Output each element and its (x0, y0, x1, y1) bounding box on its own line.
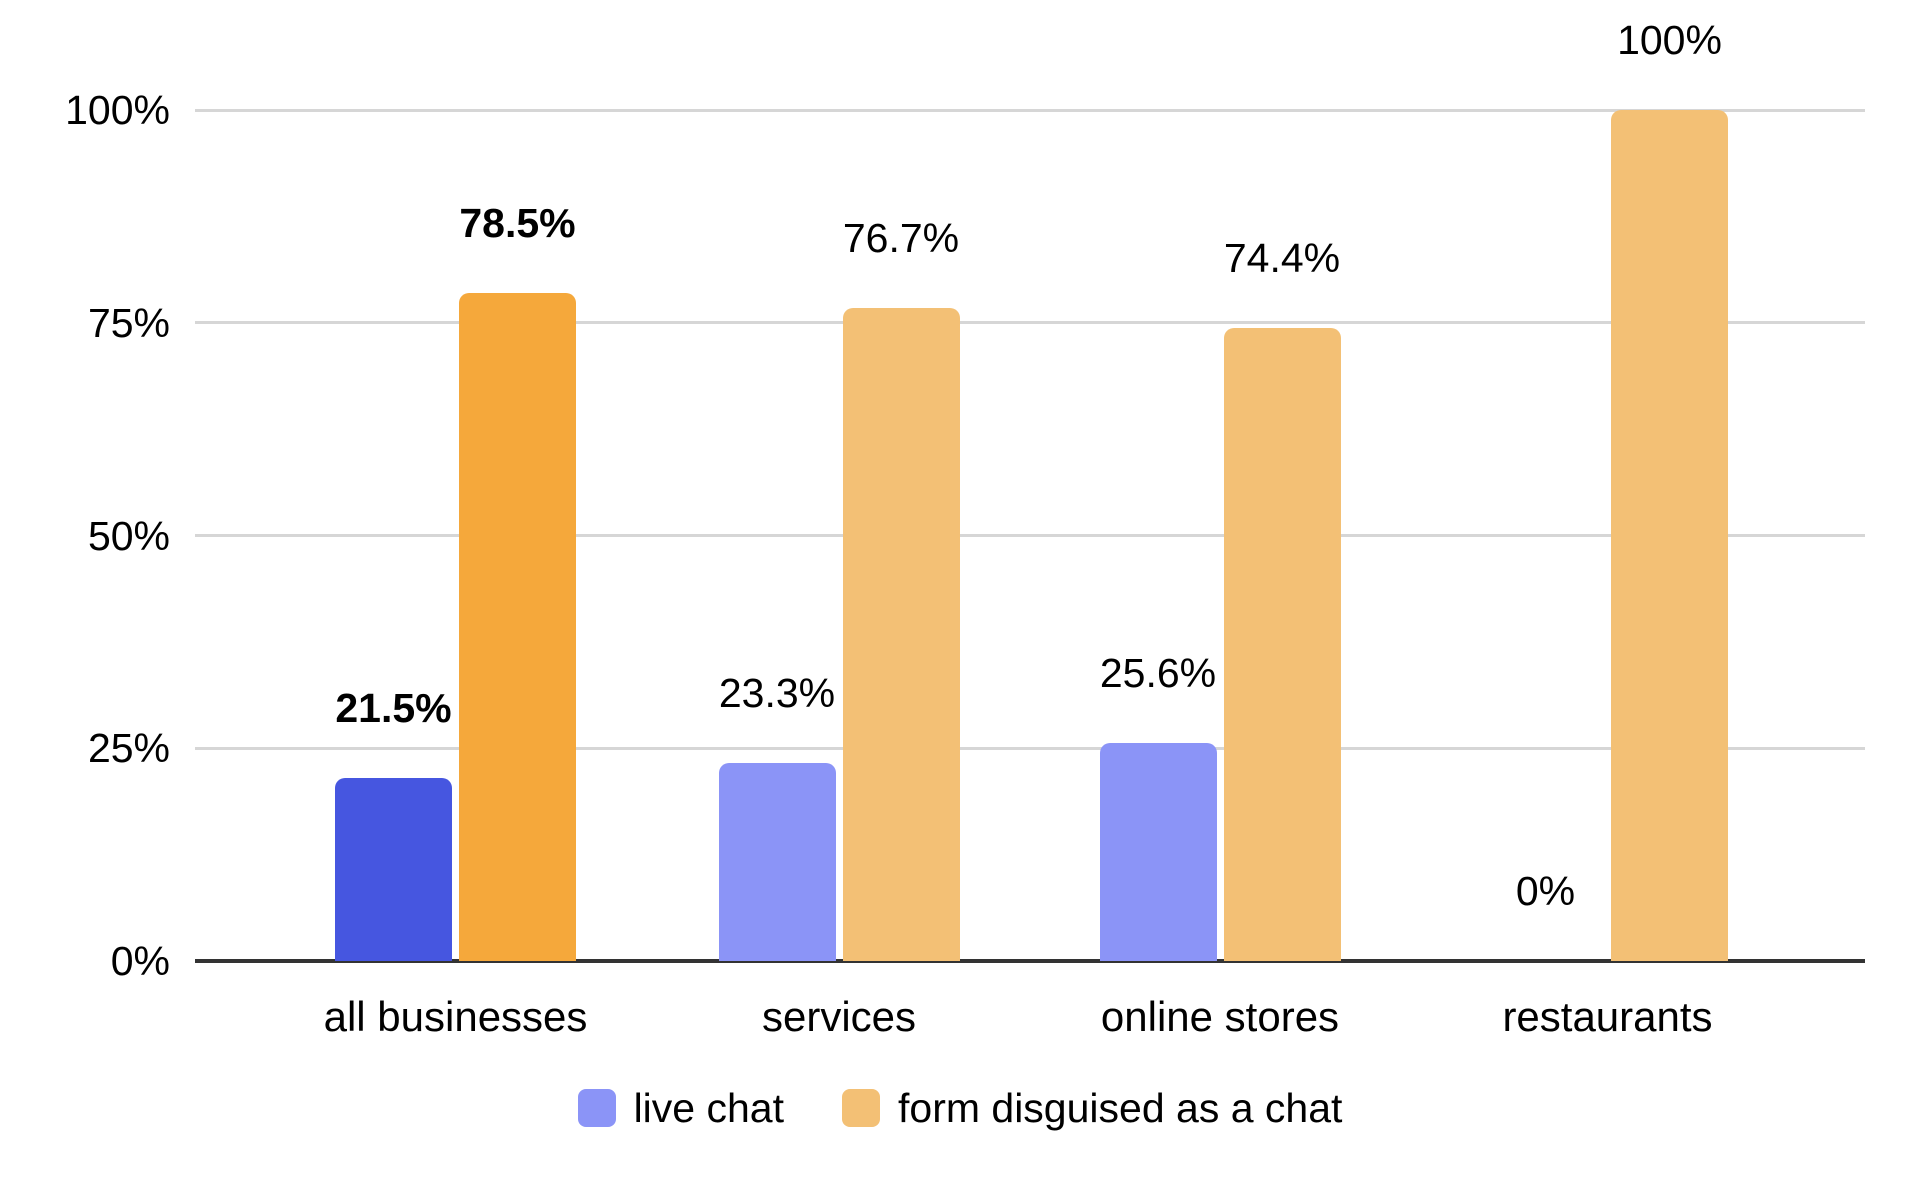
y-tick-label-50: 50% (87, 512, 170, 559)
legend-label-form-disguised-as-a-chat: form disguised as a chat (898, 1085, 1343, 1131)
category-label-all-businesses: all businesses (323, 993, 588, 1040)
gridline-25 (195, 746, 1865, 750)
bar-live-chat-online-stores (1099, 743, 1217, 961)
y-tick-label-100: 100% (65, 87, 170, 133)
gridline-75 (195, 321, 1865, 325)
bar-form-disguised-as-a-chat-services (842, 308, 960, 961)
category-label-services: services (761, 993, 917, 1040)
y-tick-label-0: 0% (110, 938, 170, 984)
bar-form-disguised-as-a-chat-online-stores (1223, 327, 1341, 961)
value-label-form-disguised-as-a-chat-services: 76.7% (842, 215, 960, 262)
x-axis-line (195, 959, 1865, 963)
bar-form-disguised-as-a-chat-restaurants (1611, 110, 1728, 961)
legend-swatch-form-disguised-as-a-chat (842, 1089, 880, 1127)
category-label-restaurants: restaurants (1502, 993, 1713, 1040)
gridline-100 (195, 108, 1865, 112)
legend-swatch-live-chat (577, 1089, 616, 1127)
y-tick-label-25: 25% (87, 725, 170, 772)
value-label-form-disguised-as-a-chat-restaurants: 100% (1617, 17, 1722, 63)
legend-label-live-chat: live chat (633, 1085, 784, 1131)
bar-live-chat-services (718, 762, 836, 961)
value-label-form-disguised-as-a-chat-online-stores: 74.4% (1223, 234, 1341, 281)
y-tick-label-75: 75% (87, 299, 170, 346)
bar-form-disguised-as-a-chat-all-businesses (459, 292, 576, 961)
value-label-live-chat-services: 23.3% (718, 669, 836, 716)
legend-item-live-chat: live chat (577, 1082, 784, 1134)
bar-live-chat-all-businesses (335, 778, 452, 961)
value-label-live-chat-online-stores: 25.6% (1099, 650, 1217, 697)
category-label-online-stores: online stores (1100, 993, 1340, 1040)
legend: live chat form disguised as a chat (0, 1078, 1920, 1138)
gridline-50 (195, 534, 1865, 537)
legend-item-form-disguised-as-a-chat: form disguised as a chat (842, 1082, 1342, 1134)
value-label-live-chat-all-businesses: 21.5% (335, 685, 452, 732)
value-label-live-chat-restaurants: 0% (1515, 868, 1576, 914)
value-label-form-disguised-as-a-chat-all-businesses: 78.5% (459, 199, 576, 246)
